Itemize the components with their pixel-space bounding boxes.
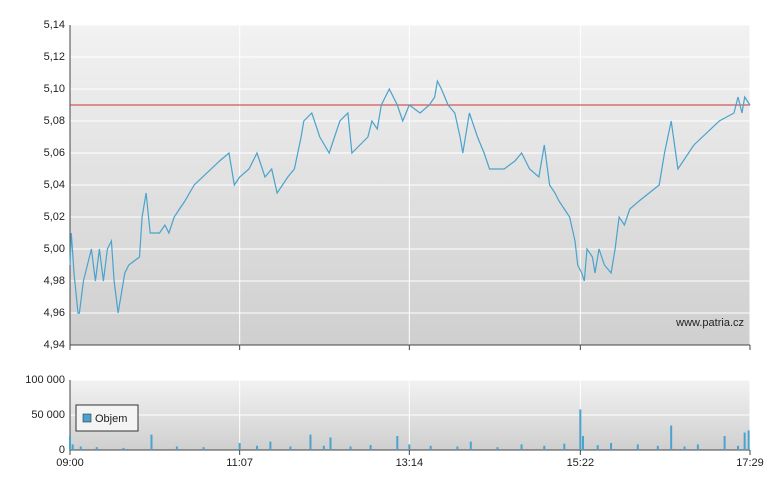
volume-bar xyxy=(269,441,272,450)
volume-bar xyxy=(696,444,699,450)
volume-bar xyxy=(543,445,546,450)
volume-bar xyxy=(429,445,432,450)
volume-bar xyxy=(289,446,292,450)
y-tick-label: 5,12 xyxy=(44,51,65,63)
volume-bar xyxy=(349,446,352,450)
volume-bar xyxy=(256,445,259,450)
volume-bar xyxy=(736,445,739,450)
volume-bar xyxy=(563,443,566,450)
y-tick-label: 4,94 xyxy=(44,339,65,351)
volume-bar xyxy=(71,444,74,450)
volume-bar xyxy=(469,441,472,450)
volume-bar xyxy=(496,447,499,450)
volume-bar xyxy=(202,447,205,450)
volume-bar xyxy=(743,432,746,450)
x-tick-label: 09:00 xyxy=(56,457,84,469)
y-tick-label: 5,14 xyxy=(44,19,65,31)
y-tick-label: 5,02 xyxy=(44,211,65,223)
x-tick-label: 13:14 xyxy=(396,457,424,469)
volume-bar xyxy=(408,444,411,450)
volume-bar xyxy=(579,409,582,450)
y-tick-label: 0 xyxy=(59,444,65,456)
volume-bar xyxy=(122,447,125,450)
y-tick-label: 50 000 xyxy=(31,409,65,421)
volume-bar xyxy=(175,446,178,450)
volume-bar xyxy=(238,443,241,450)
y-tick-label: 5,00 xyxy=(44,243,65,255)
volume-bar xyxy=(582,436,585,450)
volume-bar xyxy=(610,443,613,450)
price-line xyxy=(69,79,751,314)
y-tick-label: 5,08 xyxy=(44,115,65,127)
volume-bar xyxy=(369,445,372,450)
y-tick-label: 4,98 xyxy=(44,275,65,287)
volume-bar xyxy=(329,437,332,450)
volume-bar xyxy=(69,436,71,450)
volume-bar xyxy=(150,434,153,450)
volume-bar xyxy=(520,444,523,450)
x-tick-label: 15:22 xyxy=(567,457,595,469)
y-tick-label: 4,96 xyxy=(44,307,65,319)
volume-bar xyxy=(670,425,673,450)
volume-bar xyxy=(309,434,312,450)
x-tick-label: 17:29 xyxy=(736,457,764,469)
y-tick-label: 5,04 xyxy=(44,179,65,191)
y-tick-label: 100 000 xyxy=(25,374,65,386)
volume-bar xyxy=(683,446,686,450)
watermark: www.patria.cz xyxy=(675,317,744,329)
volume-bar xyxy=(396,436,399,450)
y-tick-label: 5,10 xyxy=(44,83,65,95)
volume-bar xyxy=(747,430,750,450)
volume-bar xyxy=(79,446,82,450)
legend-label: Objem xyxy=(95,413,127,425)
x-tick-label: 11:07 xyxy=(226,457,253,469)
y-tick-label: 5,06 xyxy=(44,147,65,159)
volume-bar xyxy=(322,445,325,450)
volume-bar xyxy=(656,445,659,450)
volume-bar xyxy=(596,445,599,450)
volume-bar xyxy=(723,436,726,450)
volume-bar xyxy=(636,444,639,450)
volume-bar xyxy=(95,447,98,450)
volume-bar xyxy=(456,446,459,450)
legend-swatch xyxy=(82,413,92,423)
